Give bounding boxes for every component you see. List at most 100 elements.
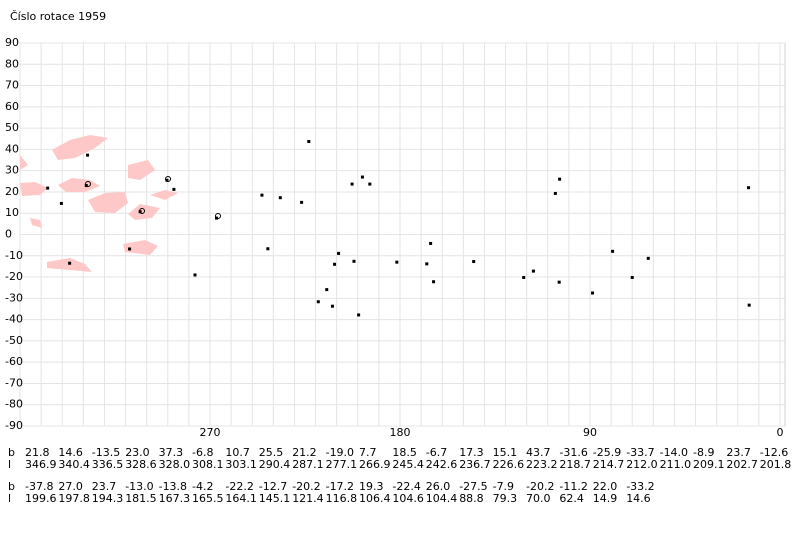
y-tick-label: -10 [5, 249, 23, 262]
l-value: 212.0 [626, 458, 658, 471]
y-tick-label: 30 [5, 164, 19, 177]
b-value: -13.5 [92, 446, 120, 459]
l-value: 79.3 [493, 492, 517, 505]
b-value: -25.9 [593, 446, 621, 459]
l-value: 336.5 [92, 458, 124, 471]
point [553, 191, 557, 195]
y-tick-label: 20 [5, 185, 19, 198]
b-value: -33.7 [626, 446, 654, 459]
point [646, 256, 650, 260]
point [193, 273, 197, 277]
b-value: 22.0 [593, 480, 618, 493]
b-value: -7.9 [493, 480, 514, 493]
point [86, 153, 90, 157]
l-value: 277.1 [326, 458, 358, 471]
y-tick-label: -50 [5, 334, 23, 347]
point [330, 304, 334, 308]
l-heading: l [8, 458, 11, 471]
point [325, 288, 329, 292]
point [395, 260, 399, 264]
region [20, 182, 48, 196]
b-value: -20.2 [526, 480, 554, 493]
chart-title: Číslo rotace 1959 [10, 10, 106, 23]
y-tick-label: -40 [5, 313, 23, 326]
b-value: -31.6 [559, 446, 587, 459]
b-value: -37.8 [25, 480, 53, 493]
b-value: 23.7 [726, 446, 751, 459]
point [138, 210, 142, 214]
point [215, 216, 219, 220]
b-value: -14.0 [660, 446, 688, 459]
l-value: 165.5 [192, 492, 224, 505]
y-tick-label: 60 [5, 100, 19, 113]
b-value: 7.7 [359, 446, 377, 459]
point [128, 247, 132, 251]
point [611, 249, 615, 253]
l-value: 104.6 [392, 492, 424, 505]
b-value: -33.2 [626, 480, 654, 493]
x-tick-label: 0 [777, 426, 784, 439]
point [59, 201, 63, 205]
b-value: -20.2 [292, 480, 320, 493]
marker-ring [85, 181, 91, 187]
l-value: 194.3 [92, 492, 124, 505]
b-value: 21.8 [25, 446, 50, 459]
point [316, 300, 320, 304]
b-value: 37.3 [159, 446, 184, 459]
l-value: 106.4 [359, 492, 391, 505]
l-value: 340.4 [58, 458, 90, 471]
l-value: 214.7 [593, 458, 625, 471]
point [278, 196, 282, 200]
b-value: -6.7 [426, 446, 447, 459]
b-value: 27.0 [58, 480, 83, 493]
b-value: 17.3 [459, 446, 484, 459]
b-value: 43.7 [526, 446, 551, 459]
b-value: -22.2 [225, 480, 253, 493]
point [350, 182, 354, 186]
region [128, 160, 155, 180]
point [165, 178, 169, 182]
l-value: 328.0 [159, 458, 191, 471]
l-value: 236.7 [459, 458, 491, 471]
l-value: 209.1 [693, 458, 725, 471]
l-value: 211.0 [660, 458, 692, 471]
l-value: 308.1 [192, 458, 224, 471]
y-tick-label: -20 [5, 270, 23, 283]
grid [19, 42, 785, 427]
l-value: 181.5 [125, 492, 157, 505]
region [150, 190, 178, 200]
l-value: 104.4 [426, 492, 458, 505]
region [30, 218, 42, 228]
region [88, 192, 128, 213]
y-tick-label: 50 [5, 121, 19, 134]
point [522, 275, 526, 279]
point [46, 186, 50, 190]
l-value: 62.4 [559, 492, 584, 505]
l-value: 197.8 [58, 492, 90, 505]
sunspot-regions [20, 135, 178, 272]
point [172, 187, 176, 191]
b-value: 25.5 [259, 446, 284, 459]
point [337, 251, 341, 255]
l-value: 145.1 [259, 492, 291, 505]
b-value: 10.7 [225, 446, 250, 459]
b-heading: b [8, 480, 15, 493]
l-value: 14.9 [593, 492, 618, 505]
b-heading: b [8, 446, 15, 459]
l-value: 242.6 [426, 458, 458, 471]
b-value: -13.8 [159, 480, 187, 493]
region [123, 240, 158, 255]
y-tick-label: 0 [5, 228, 12, 241]
b-value: 23.7 [92, 480, 117, 493]
y-tick-label: 90 [5, 36, 19, 49]
y-tick-label: -80 [5, 398, 23, 411]
y-tick-label: 10 [5, 206, 19, 219]
x-tick-label: 180 [390, 426, 411, 439]
x-tick-label: 90 [583, 426, 597, 439]
l-value: 226.6 [493, 458, 524, 471]
y-tick-label: -60 [5, 355, 23, 368]
point [591, 291, 595, 295]
y-tick-label: -90 [5, 419, 23, 432]
point [333, 262, 337, 266]
b-value: -22.4 [392, 480, 420, 493]
